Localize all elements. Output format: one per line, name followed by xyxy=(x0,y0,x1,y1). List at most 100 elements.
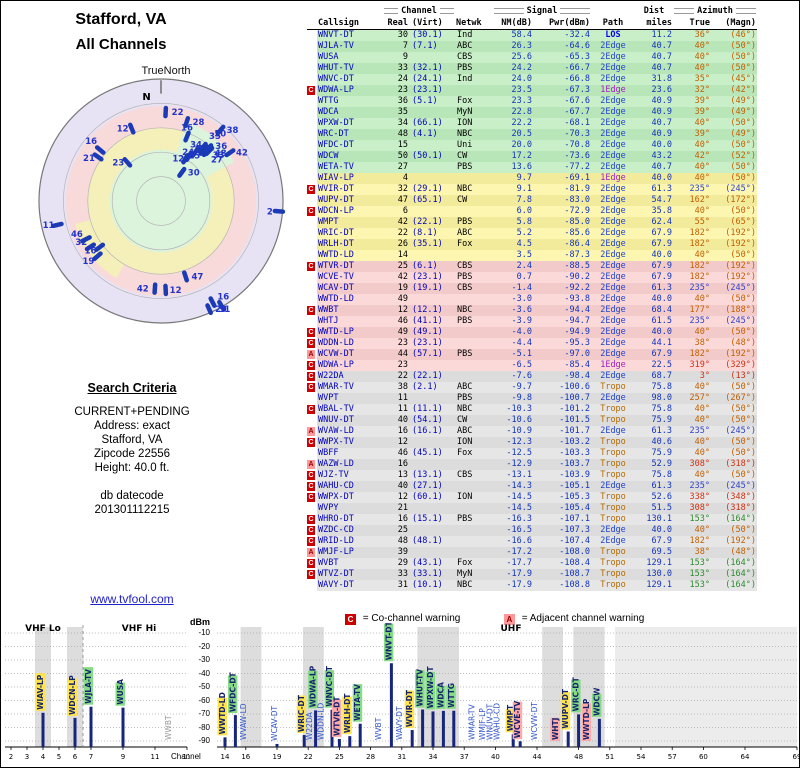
callsign-link[interactable]: WAZW-LD xyxy=(317,459,383,470)
callsign-link[interactable]: WWPX-TV xyxy=(317,437,383,448)
real-channel: 42 xyxy=(383,217,409,228)
callsign-link[interactable]: WAHU-CD xyxy=(317,481,383,492)
signal-bar xyxy=(233,715,237,747)
noise-margin-db: -1.4 xyxy=(493,283,533,294)
co-channel-warning-icon: C xyxy=(307,493,315,502)
noise-margin-db: -17.9 xyxy=(493,569,533,580)
callsign-link[interactable]: WCVW-DT xyxy=(317,349,383,360)
station-bar-label: W22DA xyxy=(305,711,314,740)
callsign-link[interactable]: WNVT-DT xyxy=(317,29,383,41)
callsign-link[interactable]: WZDC-CD xyxy=(317,525,383,536)
callsign-link[interactable]: WRID-LD xyxy=(317,536,383,547)
callsign-link[interactable]: WNUV-DT xyxy=(317,415,383,426)
tvfool-link[interactable]: www.tvfool.com xyxy=(90,592,174,606)
network: PBS xyxy=(455,272,493,283)
callsign-link[interactable]: WWTD-LD xyxy=(317,250,383,261)
callsign-link[interactable]: WDWA-LP xyxy=(317,360,383,371)
azimuth-true: 40° xyxy=(673,448,711,459)
callsign-link[interactable]: WJLA-TV xyxy=(317,41,383,52)
col-virt: (Virt) xyxy=(409,17,455,30)
callsign-link[interactable]: WWTD-LP xyxy=(317,327,383,338)
callsign-link[interactable]: WDCA xyxy=(317,107,383,118)
callsign-link[interactable]: WCVE-TV xyxy=(317,272,383,283)
station-row: C WVIR-DT 32 (29.1) NBC 9.1 -81.9 2Edge 61.3 235°… xyxy=(307,184,757,195)
callsign-link[interactable]: WMPT xyxy=(317,217,383,228)
callsign-link[interactable]: W22DA xyxy=(317,371,383,382)
callsign-link[interactable]: WHTJ xyxy=(317,316,383,327)
callsign-link[interactable]: WCAV-DT xyxy=(317,283,383,294)
callsign-link[interactable]: WUPV-DT xyxy=(317,195,383,206)
co-channel-warning-icon: C xyxy=(307,526,315,535)
callsign-link[interactable]: WVPY xyxy=(317,503,383,514)
co-channel-warning-icon: C xyxy=(307,570,315,579)
callsign-link[interactable]: WVBT xyxy=(317,558,383,569)
callsign-link[interactable]: WMJF-LP xyxy=(317,547,383,558)
callsign-link[interactable]: WTVZ-DT xyxy=(317,569,383,580)
distance-miles: 130.1 xyxy=(635,514,673,525)
real-channel: 23 xyxy=(383,338,409,349)
network: PBS xyxy=(455,514,493,525)
callsign-link[interactable]: WMAR-TV xyxy=(317,382,383,393)
station-row: WPXW-DT 34 (66.1) ION 22.2 -68.1 2Edge 40.7 40°(… xyxy=(307,118,757,129)
callsign-link[interactable]: WETA-TV xyxy=(317,162,383,173)
virtual-channel: (6.1) xyxy=(409,261,455,272)
path-type: 2Edge xyxy=(591,195,635,206)
callsign-link[interactable]: WWPX-DT xyxy=(317,492,383,503)
power-dbm: -77.2 xyxy=(533,162,591,173)
callsign-link[interactable]: WWBT xyxy=(317,305,383,316)
power-dbm: -105.3 xyxy=(533,492,591,503)
real-channel: 25 xyxy=(383,525,409,536)
callsign-link[interactable]: WDCN-LP xyxy=(317,206,383,217)
station-marker xyxy=(208,296,217,308)
callsign-link[interactable]: WDCW xyxy=(317,151,383,162)
callsign-link[interactable]: WPXW-DT xyxy=(317,118,383,129)
callsign-link[interactable]: WWTD-LD xyxy=(317,294,383,305)
warning-marker-cell: C xyxy=(307,569,317,580)
azimuth-true: 182° xyxy=(673,239,711,250)
virtual-channel: (15.1) xyxy=(409,514,455,525)
callsign-link[interactable]: WDDN-LD xyxy=(317,338,383,349)
power-dbm: -67.3 xyxy=(533,85,591,96)
noise-margin-db: 5.8 xyxy=(493,217,533,228)
callsign-link[interactable]: WAVY-DT xyxy=(317,580,383,591)
callsign-link[interactable]: WFDC-DT xyxy=(317,140,383,151)
real-channel: 32 xyxy=(383,184,409,195)
azimuth-true: 35° xyxy=(673,74,711,85)
callsign-link[interactable]: WTVR-DT xyxy=(317,261,383,272)
warning-marker-cell: C xyxy=(307,558,317,569)
channel-tick-label: 28 xyxy=(366,753,375,761)
station-bar-label: WVAW-LD xyxy=(239,703,248,740)
callsign-link[interactable]: WTTG xyxy=(317,96,383,107)
callsign-link[interactable]: WBAL-TV xyxy=(317,404,383,415)
callsign-link[interactable]: WDWA-LP xyxy=(317,85,383,96)
callsign-link[interactable]: WRC-DT xyxy=(317,129,383,140)
station-bar-label: WWTD-LP xyxy=(582,698,591,740)
azimuth-true: 40° xyxy=(673,173,711,184)
station-bar-label: WAHU-CD xyxy=(492,703,501,740)
callsign-link[interactable]: WBFF xyxy=(317,448,383,459)
power-dbm: -100.7 xyxy=(533,393,591,404)
callsign-link[interactable]: WIAV-LP xyxy=(317,173,383,184)
callsign-link[interactable]: WHUT-TV xyxy=(317,63,383,74)
real-channel: 36 xyxy=(383,96,409,107)
callsign-link[interactable]: WJZ-TV xyxy=(317,470,383,481)
virtual-channel: (50.1) xyxy=(409,151,455,162)
callsign-link[interactable]: WNVC-DT xyxy=(317,74,383,85)
callsign-link[interactable]: WVIR-DT xyxy=(317,184,383,195)
callsign-link[interactable]: WRIC-DT xyxy=(317,228,383,239)
callsign-link[interactable]: WUSA xyxy=(317,52,383,63)
network: ION xyxy=(455,437,493,448)
distance-miles: 40.7 xyxy=(635,41,673,52)
azimuth-magnetic: (50°) xyxy=(711,118,757,129)
callsign-link[interactable]: WVPT xyxy=(317,393,383,404)
azimuth-true: 36° xyxy=(673,29,711,41)
callsign-link[interactable]: WHRO-DT xyxy=(317,514,383,525)
azimuth-magnetic: (348°) xyxy=(711,492,757,503)
polar-coverage-plot: N302324333435361527485016281238422224716… xyxy=(38,78,286,324)
callsign-link[interactable]: WRLH-DT xyxy=(317,239,383,250)
station-bar-label: WCAV-DT xyxy=(270,705,279,740)
azimuth-magnetic: (49°) xyxy=(711,96,757,107)
station-bar-label: WWTD-LD xyxy=(218,692,227,734)
callsign-link[interactable]: WVAW-LD xyxy=(317,426,383,437)
